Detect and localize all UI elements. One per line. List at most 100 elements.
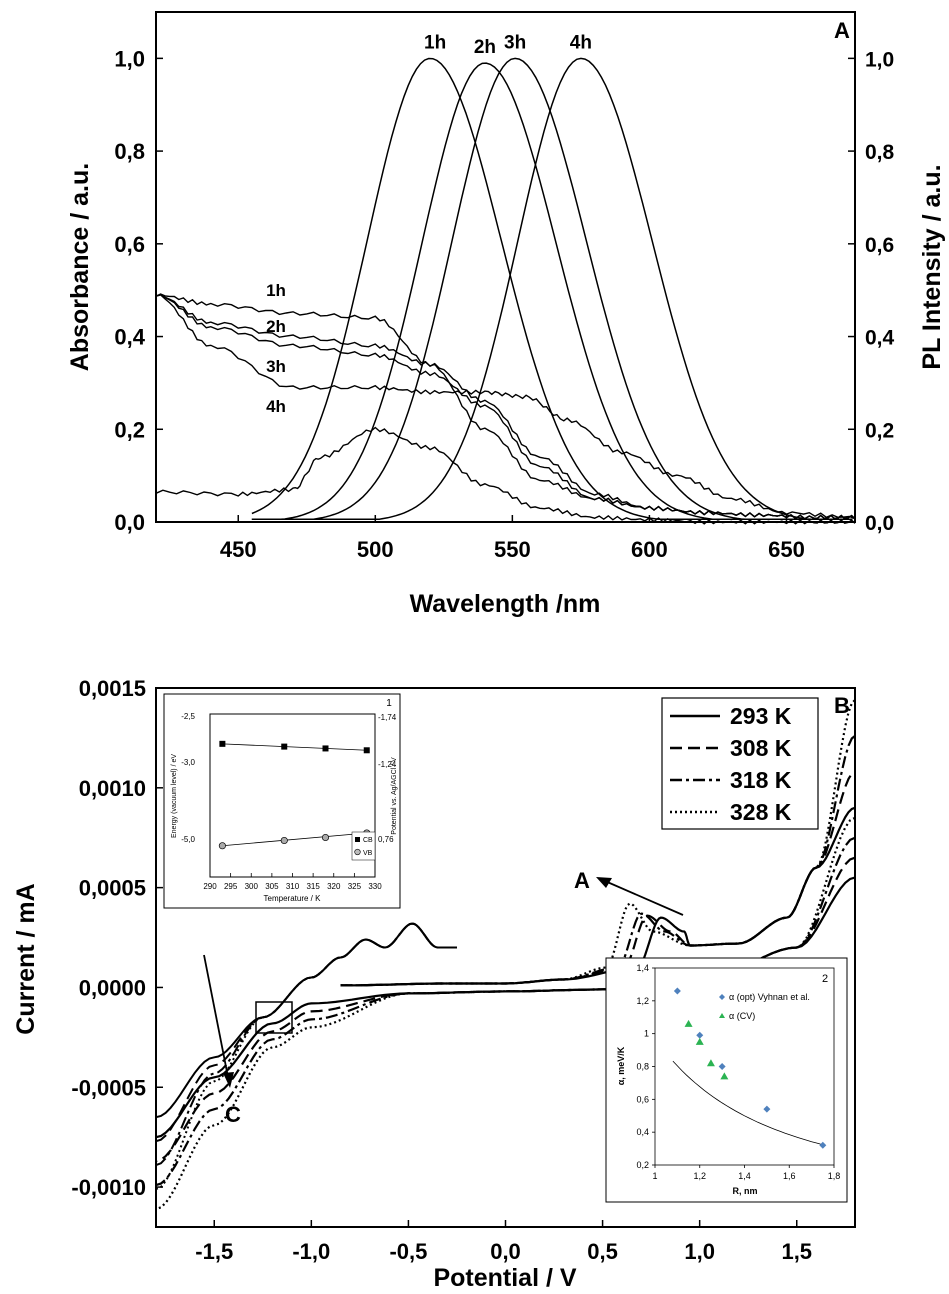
pl-label-1h: 1h: [424, 32, 446, 53]
inset-1-x-tick-label: 300: [245, 882, 259, 891]
panel-b-y-tick-label: 0,0005: [79, 876, 146, 901]
panel-a-x-ticks: 450 500 550 600 650: [220, 515, 805, 562]
cv-return-branch-308-K: [155, 922, 457, 1143]
absorbance-label-2h: 2h: [266, 317, 286, 336]
panel-b-letter: B: [834, 693, 850, 718]
inset-1-y-tick-1: -2,5: [181, 712, 195, 721]
arrow-c: [203, 954, 234, 1088]
inset-1-number: 1: [386, 698, 392, 709]
legend-label-318: 318 K: [730, 767, 792, 793]
panel-a-right-y-tick-label: 0,8: [865, 141, 895, 164]
inset-1-x-axis-label: Temperature / K: [264, 894, 322, 903]
panel-a-y-axis-label: Absorbance / a.u.: [66, 163, 94, 371]
inset-1-right-tick-3: 0,76: [378, 835, 394, 844]
inset-1-y-axis-label: Energy (vacuum level) / eV: [171, 754, 178, 838]
panel-a-y-tick-label: 0,0: [114, 510, 145, 535]
panel-a-letter: A: [834, 18, 850, 43]
panel-a-right-y-tick-label: 0,4: [865, 327, 895, 350]
inset-2-x-axis-label: R, nm: [732, 1186, 757, 1196]
cv-forward-branch-328-K: [340, 699, 856, 987]
inset-1-right-tick-2: -1,24: [378, 760, 397, 769]
panel-a-y-ticks: 0,0 0,2 0,4 0,6 0,8 1,0: [114, 46, 163, 535]
inset-2-x-tick-label: 1,4: [738, 1171, 751, 1181]
pl-label-3h: 3h: [504, 32, 526, 53]
panel-a-y-tick-label: 1,0: [114, 46, 145, 71]
inset-2-points: [673, 987, 827, 1149]
cv-return-branch-328-K: [155, 922, 457, 1191]
panel-b-y-axis-label: Current / mA: [12, 883, 40, 1034]
inset-1-x-tick-label: 320: [327, 882, 341, 891]
panel-b-y-ticks: -0,0010 -0,0005 0,0000 0,0005 0,0010 0,0015: [71, 676, 163, 1200]
inset-2-legend-opt-marker: [719, 994, 725, 1000]
absorbance-curve-2h: [155, 293, 856, 520]
panel-b-x-tick-label: 0,0: [490, 1239, 521, 1264]
inset-2-legend-cv-marker: [719, 1013, 725, 1018]
inset-2-legend-cv: α (CV): [729, 1011, 755, 1021]
panel-a-y-tick-label: 0,2: [114, 417, 145, 442]
absorbance-curve-4h: [155, 294, 856, 520]
inset-2-x-ticks: 1 1,2 1,4 1,6 1,8: [652, 1165, 840, 1181]
legend-label-308: 308 K: [730, 735, 792, 761]
panel-b-y-tick-label: 0,0000: [79, 975, 146, 1000]
inset-2-cv-point: [695, 1037, 704, 1045]
inset-2-cv-point: [720, 1072, 729, 1080]
inset-2-opt-point: [673, 987, 681, 995]
pl-label-4h: 4h: [570, 32, 592, 53]
cyclic-voltammetry-chart: -1,5 -1,0 -0,5 0,0 0,5 1,0 1,5 -0,0010 -0,0005 0…: [12, 676, 856, 1292]
panel-b-y-tick-label: -0,0005: [71, 1075, 146, 1100]
absorbance-label-3h: 3h: [266, 357, 286, 376]
panel-a-x-axis-label: Wavelength /nm: [410, 590, 601, 618]
inset-1-vb-fit-line: [222, 832, 367, 847]
inset-1-cb-fit-line: [222, 743, 367, 751]
inset-1-cb-point: [281, 743, 288, 750]
pl-curve-3h: [251, 57, 853, 520]
inset-2-opt-point: [819, 1141, 827, 1149]
inset-1-y-tick-2: -3,0: [181, 758, 195, 767]
inset-1-x-ticks: 290 295 300 305 310 315 320 325 330: [203, 873, 382, 891]
absorbance-pl-chart: 450 500 550 600 650 0,00,20,40,60,81,0 0,00,…: [66, 11, 946, 618]
inset-1-vb-point: [280, 836, 288, 845]
panel-b-x-tick-label: -1,0: [292, 1239, 330, 1264]
arrow-a: [596, 877, 684, 916]
annotation-a: A: [574, 868, 590, 893]
inset-1-x-tick-label: 310: [286, 882, 300, 891]
inset-2-x-tick-label: 1,8: [828, 1171, 841, 1181]
absorbance-curve-3h: [155, 293, 856, 520]
inset-2-opt-point: [763, 1105, 771, 1113]
pl-curve-2h: [251, 62, 853, 520]
panel-a-right-y-tick-label: 0,0: [865, 512, 894, 535]
inset-2-y-tick-label: 1: [644, 1029, 649, 1039]
panel-b-x-tick-label: -1,5: [195, 1239, 233, 1264]
inset-1-legend-cb-marker: [355, 837, 360, 842]
annotation-c: C: [225, 1102, 241, 1127]
inset-1-legend-vb-marker: [354, 848, 361, 856]
inset-1-cb-point: [219, 740, 226, 747]
inset-2-cv-point: [684, 1019, 693, 1027]
panel-a-y-tick-label: 0,4: [114, 325, 145, 350]
panel-b-legend: 293 K 308 K 318 K 328 K: [661, 697, 819, 830]
panel-a-x-tick-label: 650: [768, 537, 805, 562]
panel-a-right-y-tick-label: 0,2: [865, 419, 894, 442]
inset-2-y-tick-label: 0,2: [636, 1160, 649, 1170]
panel-b-y-tick-label: -0,0010: [71, 1175, 146, 1200]
inset-2-y-tick-label: 0,6: [636, 1094, 649, 1104]
inset-1-right-tick-1: -1,74: [378, 713, 397, 722]
inset-2-fit-curve: [672, 1060, 821, 1145]
inset-2-y-tick-label: 1,2: [636, 996, 649, 1006]
panel-a-x-tick-label: 500: [357, 537, 394, 562]
inset-1-x-tick-label: 305: [265, 882, 279, 891]
panel-b-x-ticks: -1,5 -1,0 -0,5 0,0 0,5 1,0 1,5: [195, 1220, 812, 1264]
panel-a-x-tick-label: 600: [631, 537, 668, 562]
panel-a-right-y-tick-label: 0,6: [865, 234, 894, 257]
cv-return-branch-318-K: [155, 922, 457, 1167]
inset-1-y-tick-3: -5,0: [181, 835, 195, 844]
inset-1-legend-vb: VB: [363, 850, 373, 857]
panel-a-right-y-axis-label: PL Intensity / a.u.: [918, 164, 946, 369]
panel-b-y-tick-label: 0,0015: [79, 676, 146, 701]
inset-1-x-tick-label: 290: [203, 882, 217, 891]
inset-1-points: [218, 740, 371, 850]
inset-2-y-tick-label: 1,4: [636, 963, 649, 973]
inset-2-x-tick-label: 1,2: [693, 1171, 706, 1181]
inset-2-y-axis-label: α, meV/K: [616, 1046, 626, 1085]
